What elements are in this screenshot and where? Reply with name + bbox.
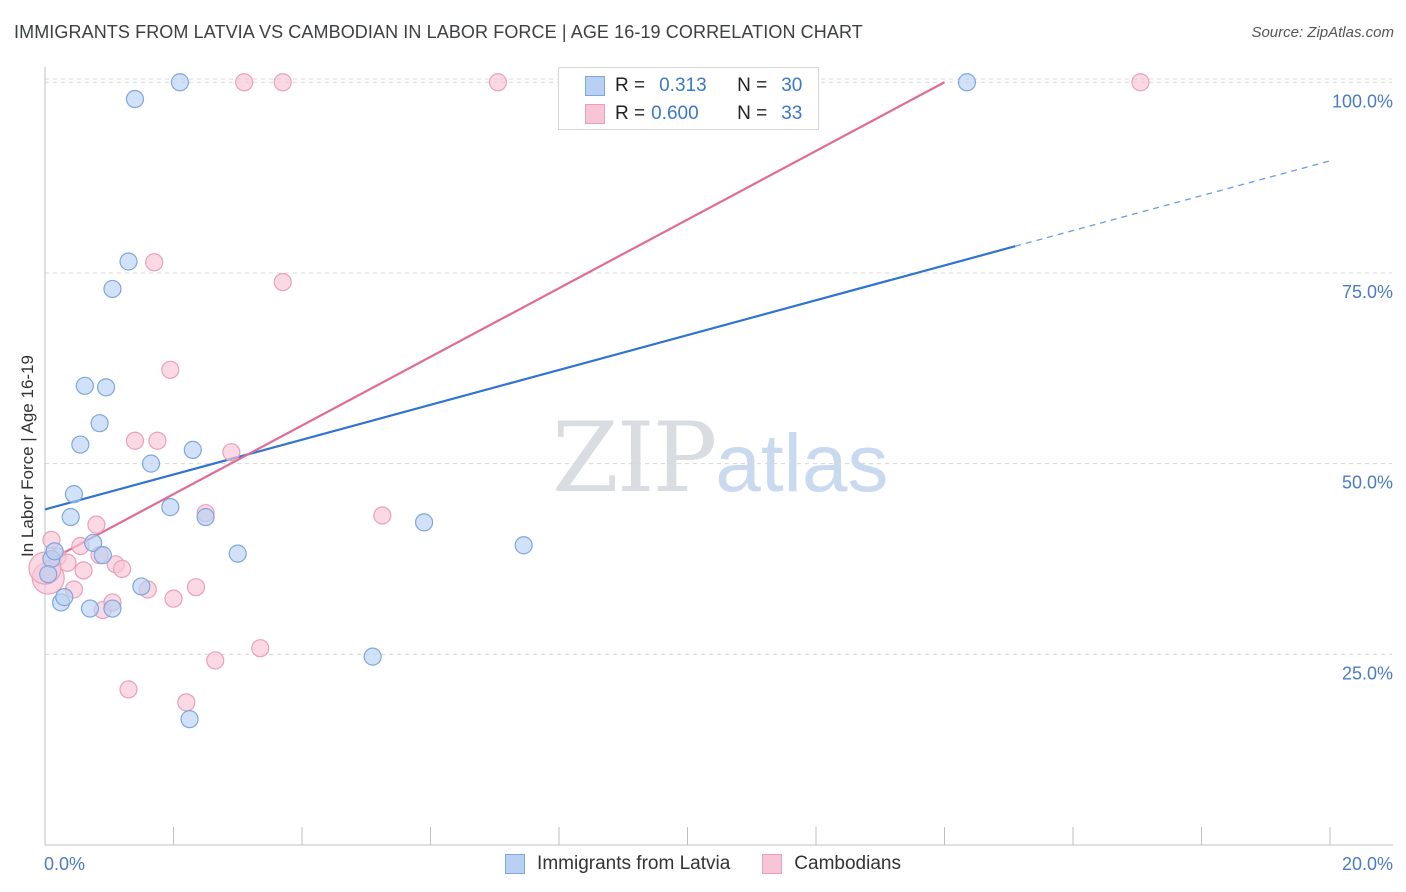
legend-swatch-latvia: [505, 854, 526, 874]
point-latvia: [84, 533, 103, 553]
point-latvia: [93, 546, 112, 565]
point-cambodians: [164, 589, 183, 608]
series-legend: Immigrants from Latvia Cambodians: [0, 850, 1406, 878]
point-cambodians: [148, 431, 167, 450]
x-tick-label: 0.0%: [44, 854, 85, 874]
point-latvia: [141, 454, 161, 473]
legend-label-latvia: Immigrants from Latvia: [537, 853, 731, 874]
point-cambodians: [1131, 73, 1150, 92]
point-latvia: [957, 73, 977, 92]
point-latvia: [96, 378, 116, 397]
point-latvia: [103, 279, 122, 299]
point-latvia: [39, 565, 58, 584]
point-cambodians: [488, 73, 508, 92]
y-tick-label: 75.0%: [1342, 282, 1393, 302]
point-latvia: [90, 414, 109, 433]
point-latvia: [75, 376, 94, 395]
point-cambodians: [206, 651, 225, 670]
source-label: Source: ZipAtlas.com: [1251, 24, 1394, 41]
y-tick-label: 50.0%: [1342, 473, 1393, 493]
trend-line-latvia-extrapolated: [1015, 160, 1331, 247]
legend-r-label: R =: [615, 75, 646, 96]
point-latvia: [514, 536, 533, 555]
legend-r-label: R =: [615, 103, 646, 124]
grid-layer: [45, 78, 1392, 655]
trend-line-latvia: [44, 245, 1016, 511]
point-latvia: [61, 507, 80, 527]
point-cambodians: [125, 431, 145, 450]
point-latvia: [103, 599, 122, 618]
watermark-zip: ZIP: [552, 402, 717, 514]
point-cambodians: [273, 272, 292, 292]
point-latvia: [196, 507, 215, 527]
legend-item-latvia[interactable]: Immigrants from Latvia: [505, 853, 730, 875]
point-cambodians: [222, 443, 241, 462]
legend-label-cambodians: Cambodians: [794, 853, 901, 874]
x-tick-label: 20.0%: [1342, 854, 1393, 874]
point-latvia: [45, 542, 64, 561]
point-latvia: [363, 647, 382, 666]
point-latvia: [71, 435, 90, 454]
point-latvia: [180, 710, 199, 729]
legend-n-value: 30: [781, 75, 803, 96]
legend-row-latvia: R = 0.313 N = 30: [585, 74, 802, 98]
point-latvia: [170, 73, 190, 92]
axes-layer: [44, 67, 1393, 846]
point-cambodians: [112, 559, 132, 578]
point-latvia: [414, 513, 434, 532]
point-cambodians: [161, 360, 180, 379]
legend-row-cambodians: R = 0.600 N = 33: [585, 102, 802, 126]
legend-swatch-cambodians: [585, 104, 605, 124]
point-cambodians: [235, 73, 254, 92]
legend-n-label: N =: [737, 103, 768, 124]
y-tick-label: 25.0%: [1342, 663, 1393, 683]
point-cambodians: [87, 515, 106, 534]
point-latvia: [64, 485, 84, 504]
legend-n-label: N =: [737, 75, 768, 96]
point-cambodians: [373, 506, 392, 525]
trend-line-cambodians: [44, 81, 946, 564]
legend-r-value: 0.600: [651, 103, 699, 124]
chart-title: IMMIGRANTS FROM LATVIA VS CAMBODIAN IN L…: [14, 22, 863, 42]
points-layer: [28, 73, 1150, 729]
watermark: ZIPatlas: [552, 402, 888, 514]
legend-swatch-latvia: [585, 76, 605, 96]
point-cambodians: [74, 561, 93, 580]
point-cambodians: [177, 693, 196, 712]
point-latvia: [161, 498, 180, 517]
tick-labels-layer: 25.0% 50.0% 75.0% 100.0% 0.0% 20.0%: [44, 91, 1393, 874]
point-cambodians: [251, 639, 270, 658]
point-cambodians: [119, 680, 138, 699]
legend-swatch-cambodians: [762, 854, 783, 874]
legend-r-value: 0.313: [659, 75, 707, 96]
y-tick-label: 100.0%: [1332, 91, 1393, 111]
point-latvia: [80, 599, 100, 618]
stats-legend: R = 0.313 N = 30 R = 0.600 N = 33: [558, 67, 819, 130]
trend-layer: [44, 81, 1331, 564]
point-cambodians: [145, 253, 164, 272]
point-latvia: [132, 577, 151, 596]
point-latvia: [183, 440, 202, 459]
point-latvia: [119, 252, 138, 271]
point-latvia: [125, 89, 145, 109]
point-cambodians: [273, 73, 292, 92]
point-cambodians: [186, 578, 206, 597]
legend-item-cambodians[interactable]: Cambodians: [762, 853, 901, 875]
legend-n-value: 33: [781, 103, 803, 124]
point-latvia: [55, 588, 74, 607]
point-latvia: [228, 544, 247, 563]
